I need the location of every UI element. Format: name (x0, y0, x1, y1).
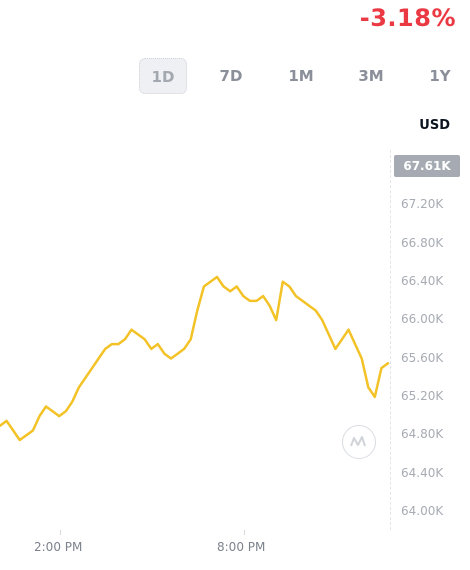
y-tick-label: 66.80K (401, 236, 444, 250)
y-tick-label: 64.80K (401, 427, 444, 441)
currency-selector[interactable]: USD (419, 118, 450, 133)
y-tick-label: 65.20K (401, 389, 444, 403)
coinmarketcap-logo-icon (342, 425, 376, 459)
tab-3m[interactable]: 3M (358, 67, 384, 85)
y-tick-label: 66.00K (401, 312, 444, 326)
tab-1y[interactable]: 1Y (429, 67, 451, 85)
price-change-percent: -3.18% (359, 4, 456, 32)
tab-1d[interactable]: 1D (139, 58, 187, 94)
y-tick-label: 66.40K (401, 274, 444, 288)
current-price-label: 67.61K (394, 155, 460, 177)
y-tick-label: 64.40K (401, 466, 444, 480)
price-series-line (0, 275, 390, 442)
x-tick-mark (60, 530, 61, 535)
y-tick-label: 67.20K (401, 197, 444, 211)
y-tick-label: 65.60K (401, 351, 444, 365)
tab-7d[interactable]: 7D (219, 67, 243, 85)
y-axis-line (390, 150, 391, 530)
x-tick-label: 8:00 PM (217, 540, 266, 554)
x-tick-label: 2:00 PM (34, 540, 83, 554)
x-tick-mark (244, 530, 245, 535)
timeframe-tabs: 1D 7D 1M 3M 1Y (0, 58, 470, 94)
tab-1m[interactable]: 1M (288, 67, 314, 85)
y-tick-label: 64.00K (401, 504, 444, 518)
